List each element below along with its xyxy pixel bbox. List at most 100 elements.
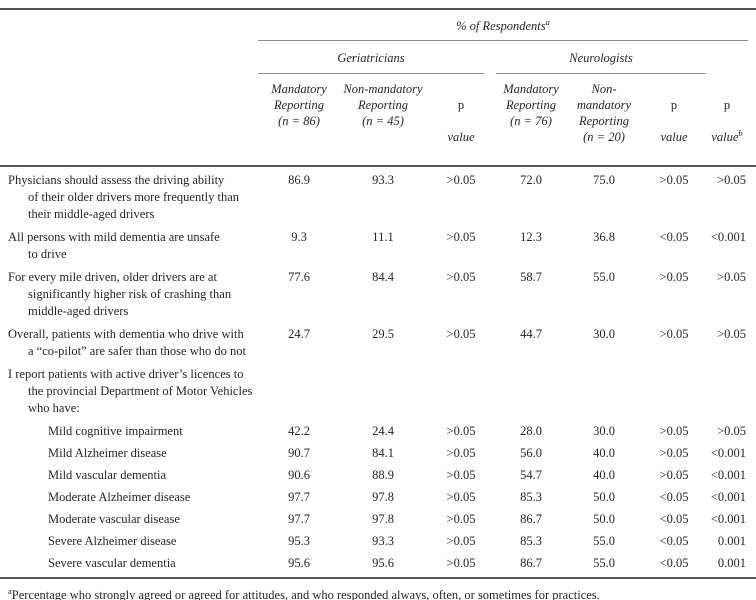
row-label: Overall, patients with dementia who driv… <box>8 327 246 358</box>
p-label: p <box>723 98 731 112</box>
col-header-p-value-overall: p valueb <box>706 81 748 161</box>
value-cell: 30.0 <box>593 327 615 341</box>
value-cell: 85.3 <box>520 534 542 548</box>
footnote-marker-b: b <box>738 127 743 138</box>
group-header-neurologists: Neurologists <box>496 50 706 74</box>
stub-blank-cell <box>8 50 258 51</box>
row-label: All persons with mild dementia are unsaf… <box>8 230 220 261</box>
p-label: p <box>670 98 678 112</box>
table-row: Severe Alzheimer disease 95.3 93.3 >0.05 85.… <box>8 533 748 550</box>
value-cell: <0.001 <box>710 230 746 244</box>
row-label: Moderate vascular disease <box>48 512 180 526</box>
value-cell: <0.05 <box>659 490 689 504</box>
value-cell: 86.7 <box>520 556 542 570</box>
footnote-marker-a: a <box>545 16 550 27</box>
value-cell: 95.3 <box>288 534 310 548</box>
value-cell: >0.05 <box>446 230 476 244</box>
value-cell: 77.6 <box>288 270 310 284</box>
value-cell: >0.05 <box>446 173 476 187</box>
value-cell: >0.05 <box>717 270 746 284</box>
value-cell <box>642 366 706 367</box>
footnote-a-marker: a <box>8 585 12 596</box>
value-cell: >0.05 <box>446 327 476 341</box>
value-cell: >0.05 <box>446 468 476 482</box>
value-cell: 85.3 <box>520 490 542 504</box>
spanner-title: % of Respondents <box>456 19 546 33</box>
footnote-a-text: Percentage who strongly agreed or agreed… <box>11 588 600 600</box>
col-header-neu-nonmandatory: Non-mandatory Reporting (n = 20) <box>576 82 632 144</box>
value-cell: 50.0 <box>593 490 615 504</box>
value-cell: >0.05 <box>446 512 476 526</box>
value-cell: >0.05 <box>446 424 476 438</box>
table-body: Physicians should assess the driving abi… <box>0 167 756 572</box>
value-cell <box>496 366 566 367</box>
value-cell: 0.001 <box>717 556 746 570</box>
value-cell: 75.0 <box>593 173 615 187</box>
col-header-ger-mandatory: Mandatory Reporting (n = 86) <box>271 82 327 128</box>
value-cell: <0.001 <box>710 446 746 460</box>
value-cell: 93.3 <box>372 534 394 548</box>
value-cell <box>340 366 426 367</box>
value-cell: >0.05 <box>446 490 476 504</box>
value-cell: <0.05 <box>659 230 689 244</box>
value-cell: <0.001 <box>710 490 746 504</box>
value-cell: 58.7 <box>520 270 542 284</box>
value-cell <box>426 366 496 367</box>
value-cell: 28.0 <box>520 424 542 438</box>
value-cell: 97.7 <box>288 512 310 526</box>
value-cell: 90.6 <box>288 468 310 482</box>
value-cell: 40.0 <box>593 446 615 460</box>
value-cell: >0.05 <box>446 446 476 460</box>
value-cell: >0.05 <box>717 327 746 341</box>
col-header-neu-mandatory: Mandatory Reporting (n = 76) <box>503 82 559 128</box>
value-cell: >0.05 <box>659 424 689 438</box>
value-cell: >0.05 <box>659 270 689 284</box>
value-cell: 44.7 <box>520 327 542 341</box>
value-cell: 86.9 <box>288 173 310 187</box>
value-cell: 12.3 <box>520 230 542 244</box>
value-cell: 84.4 <box>372 270 394 284</box>
value-cell: 72.0 <box>520 173 542 187</box>
spanner-header-row: % of Respondentsa <box>8 10 748 41</box>
row-label: Moderate Alzheimer disease <box>48 490 191 504</box>
value-cell: <0.05 <box>659 556 689 570</box>
value-cell: >0.05 <box>446 270 476 284</box>
stub-blank-cell <box>8 18 258 19</box>
table-footnotes: aPercentage who strongly agreed or agree… <box>0 587 756 600</box>
value-cell: 90.7 <box>288 446 310 460</box>
value-cell <box>566 366 642 367</box>
table-bottom-rule <box>0 577 756 579</box>
value-cell: <0.05 <box>659 512 689 526</box>
value-cell: 24.4 <box>372 424 394 438</box>
value-cell: 97.8 <box>372 512 394 526</box>
table-top-rule <box>0 8 756 10</box>
group-header-row: Geriatricians Neurologists <box>8 41 748 74</box>
value-cell: 55.0 <box>593 534 615 548</box>
value-cell: 54.7 <box>520 468 542 482</box>
value-label: value <box>447 130 475 144</box>
value-label: value <box>660 130 688 144</box>
value-cell: 95.6 <box>372 556 394 570</box>
row-label: Mild Alzheimer disease <box>48 446 167 460</box>
row-label: Severe Alzheimer disease <box>48 534 177 548</box>
column-header-row: Mandatory Reporting (n = 86) Non-mandato… <box>8 74 748 165</box>
table-row: All persons with mild dementia are unsaf… <box>8 229 748 263</box>
col-header-p-value-2: p value <box>642 81 706 161</box>
col-header-p-value-1: p value <box>426 81 496 161</box>
table-row: For every mile driven, older drivers are… <box>8 269 748 320</box>
value-cell: 84.1 <box>372 446 394 460</box>
table-row: Mild Alzheimer disease 90.7 84.1 >0.05 56.0 4… <box>8 445 748 462</box>
value-cell: <0.001 <box>710 512 746 526</box>
value-cell: >0.05 <box>659 327 689 341</box>
value-cell: <0.05 <box>659 534 689 548</box>
value-cell <box>706 366 748 367</box>
value-cell: >0.05 <box>659 173 689 187</box>
stub-blank-cell <box>8 81 258 82</box>
value-cell: <0.001 <box>710 468 746 482</box>
row-label: Mild vascular dementia <box>48 468 167 482</box>
value-cell: 30.0 <box>593 424 615 438</box>
value-cell: 55.0 <box>593 270 615 284</box>
table-row: I report patients with active driver’s l… <box>8 366 748 417</box>
value-cell: 9.3 <box>291 230 307 244</box>
